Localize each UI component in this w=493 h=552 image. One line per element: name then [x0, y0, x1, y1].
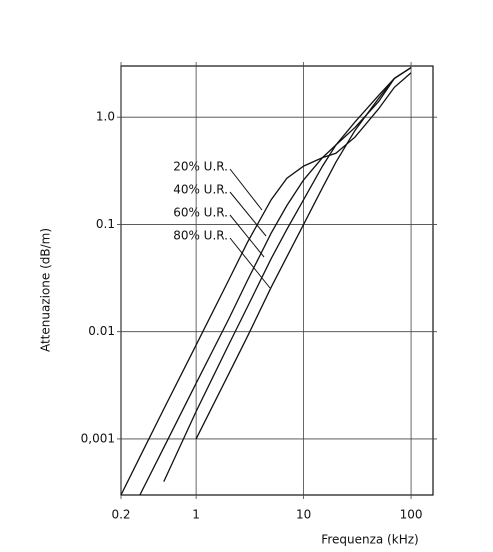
x-tick-label: 1: [192, 508, 200, 522]
y-axis-label: Attenuazione (dB/m): [39, 228, 53, 352]
curve: [163, 67, 412, 482]
curve-label: 60% U.R.: [173, 206, 228, 220]
leader-line: [229, 214, 265, 258]
x-tick-label: 100: [400, 508, 423, 522]
y-tick-label: 0.1: [96, 217, 115, 231]
leader-line: [229, 168, 263, 211]
curve-label: 80% U.R.: [173, 229, 228, 243]
curve-label: 20% U.R.: [173, 160, 228, 174]
curve-label: 40% U.R.: [173, 183, 228, 197]
leader-line: [229, 237, 271, 289]
curve: [195, 67, 412, 440]
x-tick-label: 0.2: [111, 508, 130, 522]
x-axis-label: Frequenza (kHz): [321, 533, 418, 547]
curve: [120, 72, 412, 496]
curve: [139, 78, 395, 496]
y-tick-label: 0.01: [88, 324, 115, 338]
plot-frame: [120, 65, 434, 496]
y-tick-label: 0,001: [81, 431, 115, 445]
leader-line: [229, 191, 267, 237]
y-tick-label: 1.0: [96, 110, 115, 124]
x-tick-label: 10: [296, 508, 311, 522]
